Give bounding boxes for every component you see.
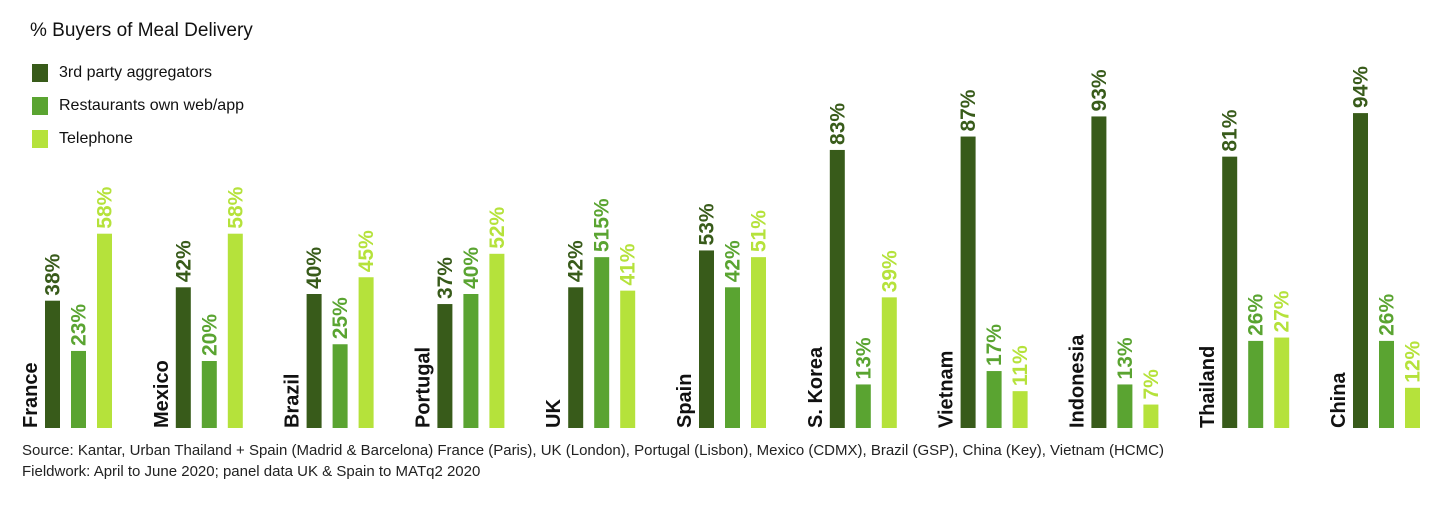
value-label-mexico-aggregators: 42% (172, 240, 195, 282)
country-label-vietnam: Vietnam (936, 351, 958, 428)
country-label-france: France (20, 362, 42, 428)
value-label-china-aggregators: 94% (1350, 66, 1373, 108)
value-label-spain-telephone: 51% (748, 210, 771, 252)
value-label-s-korea-restaurants: 13% (852, 337, 875, 379)
bar-china-restaurants (1379, 340, 1394, 428)
value-label-thailand-aggregators: 81% (1219, 109, 1242, 151)
bar-s-korea-aggregators (829, 149, 845, 428)
source-line: Source: Kantar, Urban Thailand + Spain (… (22, 442, 1164, 459)
value-label-uk-restaurants: 515% (591, 198, 614, 252)
legend-item-restaurants: Restaurants own web/app (32, 95, 244, 117)
bar-thailand-restaurants (1248, 340, 1264, 428)
value-label-uk-telephone: 41% (617, 243, 640, 285)
value-label-china-restaurants: 26% (1376, 294, 1399, 336)
country-label-thailand: Thailand (1197, 346, 1219, 428)
legend-swatch-telephone (32, 130, 48, 148)
value-label-indonesia-aggregators: 93% (1088, 69, 1111, 111)
bar-mexico-aggregators (175, 287, 191, 428)
value-label-portugal-telephone: 52% (486, 206, 509, 248)
value-label-portugal-aggregators: 37% (434, 257, 457, 299)
bar-portugal-telephone (489, 253, 505, 428)
bar-mexico-telephone (227, 233, 243, 428)
country-label-portugal: Portugal (412, 347, 434, 428)
bar-spain-telephone (751, 257, 766, 428)
bar-thailand-aggregators (1222, 156, 1238, 428)
legend-item-aggregators: 3rd party aggregators (32, 62, 244, 84)
value-label-spain-aggregators: 53% (696, 203, 719, 245)
legend-swatch-restaurants (32, 97, 48, 115)
legend-label-restaurants: Restaurants own web/app (59, 97, 244, 114)
value-label-portugal-restaurants: 40% (460, 247, 483, 289)
country-label-indonesia: Indonesia (1066, 334, 1088, 428)
bar-indonesia-restaurants (1117, 384, 1133, 428)
chart-title: % Buyers of Meal Delivery (30, 20, 253, 41)
bar-spain-aggregators (699, 250, 714, 428)
legend-label-telephone: Telephone (59, 130, 133, 147)
value-label-thailand-telephone: 27% (1271, 290, 1294, 332)
value-label-vietnam-telephone: 11% (1009, 345, 1032, 386)
bar-vietnam-telephone (1012, 391, 1028, 428)
bar-thailand-telephone (1274, 337, 1290, 428)
country-label-s-korea: S. Korea (805, 346, 827, 428)
country-label-mexico: Mexico (151, 360, 173, 428)
value-label-mexico-restaurants: 20% (198, 314, 221, 356)
bar-vietnam-aggregators (960, 136, 976, 429)
fieldwork-line: Fieldwork: April to June 2020; panel dat… (22, 463, 481, 480)
bar-brazil-telephone (358, 277, 374, 428)
bar-china-telephone (1405, 387, 1420, 428)
bar-uk-aggregators (568, 287, 584, 428)
legend-swatch-aggregators (32, 64, 48, 82)
bar-spain-restaurants (725, 287, 740, 428)
country-label-spain: Spain (674, 374, 696, 428)
value-label-china-telephone: 12% (1402, 340, 1425, 382)
country-label-brazil: Brazil (282, 374, 304, 428)
bar-uk-restaurants (594, 257, 610, 428)
bar-france-restaurants (71, 350, 86, 428)
bar-portugal-restaurants (463, 294, 479, 428)
legend-label-aggregators: 3rd party aggregators (59, 64, 212, 81)
value-label-vietnam-aggregators: 87% (957, 89, 980, 131)
bar-mexico-restaurants (201, 361, 217, 428)
bar-chart: France38%23%58%Mexico42%20%58%Brazil40%2… (20, 66, 1425, 429)
bar-s-korea-restaurants (855, 384, 871, 428)
bar-brazil-restaurants (332, 344, 348, 428)
country-label-uk: UK (543, 399, 565, 428)
bar-indonesia-aggregators (1091, 116, 1107, 428)
value-label-uk-aggregators: 42% (565, 240, 588, 282)
bar-s-korea-telephone (881, 297, 897, 428)
value-label-brazil-telephone: 45% (355, 230, 378, 272)
value-label-mexico-telephone: 58% (224, 186, 247, 228)
value-label-vietnam-restaurants: 17% (983, 324, 1006, 366)
bar-china-aggregators (1353, 113, 1368, 428)
value-label-spain-restaurants: 42% (722, 240, 745, 282)
country-label-china: China (1328, 372, 1350, 428)
legend: 3rd party aggregators Restaurants own we… (32, 62, 244, 161)
bar-portugal-aggregators (437, 304, 453, 428)
value-label-france-telephone: 58% (94, 186, 117, 228)
value-label-s-korea-aggregators: 83% (826, 103, 849, 145)
value-label-s-korea-telephone: 39% (878, 250, 901, 292)
bar-france-aggregators (45, 300, 60, 428)
bar-vietnam-restaurants (986, 371, 1002, 428)
bar-uk-telephone (620, 290, 636, 428)
value-label-brazil-aggregators: 40% (303, 247, 326, 289)
source-note: Source: Kantar, Urban Thailand + Spain (… (22, 440, 1164, 482)
bar-indonesia-telephone (1143, 404, 1159, 428)
value-label-indonesia-restaurants: 13% (1114, 337, 1137, 379)
bar-brazil-aggregators (306, 294, 322, 428)
value-label-thailand-restaurants: 26% (1245, 294, 1268, 336)
value-label-indonesia-telephone: 7% (1140, 369, 1163, 400)
bar-france-telephone (97, 233, 112, 428)
legend-item-telephone: Telephone (32, 128, 244, 150)
value-label-france-restaurants: 23% (68, 304, 91, 346)
value-label-brazil-restaurants: 25% (329, 297, 352, 339)
value-label-france-aggregators: 38% (42, 253, 65, 295)
